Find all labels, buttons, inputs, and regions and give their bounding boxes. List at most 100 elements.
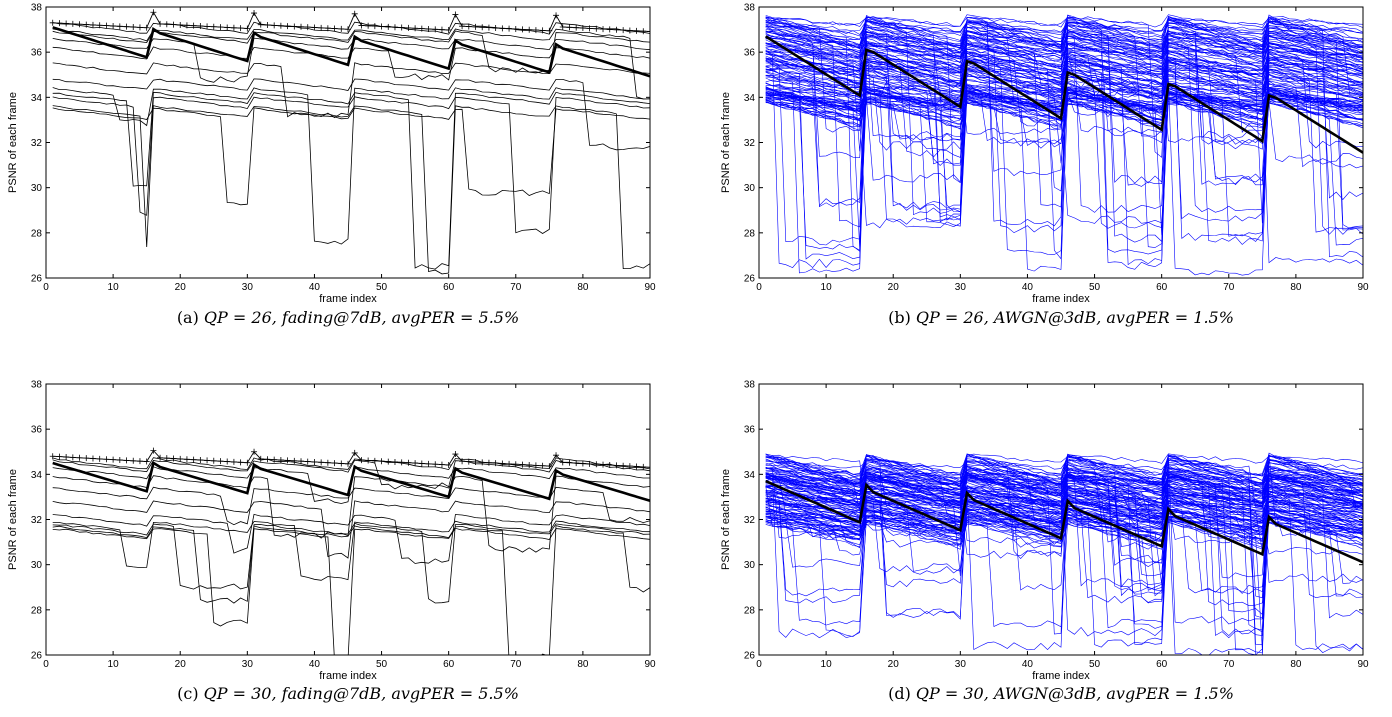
- upper-bound-marker: [626, 27, 633, 34]
- panel-caption: (a) QP = 26, fading@7dB, avgPER = 5.5%: [177, 308, 519, 327]
- upper-bound-marker: [116, 23, 123, 30]
- upper-bound-marker: [613, 462, 620, 469]
- x-axis-label: frame index: [319, 670, 377, 682]
- upper-bound-marker: [586, 460, 593, 467]
- y-tick-label: 34: [31, 93, 43, 104]
- series-line: [765, 511, 1363, 650]
- series-line: [765, 454, 1363, 477]
- x-tick-label: 10: [108, 282, 120, 293]
- y-tick-label: 36: [31, 425, 43, 436]
- upper-bound-marker: [506, 25, 513, 32]
- x-tick-label: 90: [644, 282, 656, 293]
- upper-bound-marker: [345, 460, 351, 467]
- upper-bound-marker: [559, 23, 566, 30]
- x-tick-label: 0: [43, 659, 49, 670]
- upper-bound-marker: [351, 10, 358, 17]
- upper-bound-marker: [298, 23, 305, 30]
- series-line: [765, 511, 1363, 568]
- series-line: [52, 525, 650, 655]
- upper-bound-marker: [277, 22, 284, 29]
- upper-bound-marker: [264, 456, 271, 463]
- series-line: [765, 476, 1363, 631]
- y-tick-label: 30: [744, 183, 756, 194]
- mean-line: [765, 479, 1363, 564]
- x-tick-label: 0: [43, 282, 49, 293]
- x-tick-label: 30: [955, 659, 967, 670]
- y-tick-label: 30: [31, 560, 43, 571]
- panel-b: 0 10 20 30 40 50 60 70 80 90 26 28 30 32 34 36 38 frame i…: [720, 3, 1369, 328]
- upper-bound-marker: [492, 24, 499, 31]
- upper-bound-marker: [291, 23, 298, 30]
- upper-bound-marker: [526, 461, 533, 468]
- upper-bound-marker: [163, 455, 170, 462]
- upper-bound-marker: [89, 21, 96, 28]
- upper-bound-marker: [244, 25, 251, 32]
- series-line: [52, 91, 650, 270]
- x-tick-label: 50: [376, 659, 388, 670]
- upper-bound-marker: [452, 451, 459, 458]
- caption-math: QP = 30, AWGN@3dB, avgPER = 1.5%: [916, 684, 1234, 703]
- caption-prefix: (b): [888, 308, 916, 327]
- plot-area: [49, 447, 650, 655]
- series-line: [765, 463, 1363, 635]
- upper-bound-marker: [130, 24, 137, 31]
- series-line: [52, 457, 650, 471]
- upper-bound-marker: [539, 462, 546, 469]
- upper-bound-marker: [150, 447, 157, 454]
- x-tick-label: 70: [510, 282, 522, 293]
- upper-bound-marker: [76, 454, 83, 461]
- y-tick-label: 26: [744, 651, 756, 662]
- upper-bound-marker: [519, 461, 526, 468]
- x-tick-label: 50: [376, 282, 388, 293]
- upper-bound-marker: [136, 24, 143, 31]
- x-tick-label: 30: [955, 282, 967, 293]
- series-line: [765, 461, 1363, 519]
- series-line: [52, 37, 650, 83]
- upper-bound-marker: [49, 19, 56, 26]
- upper-bound-marker: [526, 26, 533, 33]
- series-line: [765, 453, 1363, 534]
- x-axis-label: frame index: [1032, 293, 1090, 305]
- upper-bound-marker: [586, 25, 593, 32]
- upper-bound-marker: [237, 459, 244, 466]
- y-tick-label: 36: [744, 425, 756, 436]
- upper-bound-marker: [110, 456, 117, 463]
- upper-bound-marker: [391, 458, 398, 465]
- upper-bound-marker: [304, 458, 311, 465]
- upper-bound-marker: [553, 12, 560, 19]
- upper-bound-marker: [63, 20, 70, 27]
- y-tick-label: 32: [744, 515, 756, 526]
- upper-bound-marker: [472, 23, 479, 30]
- upper-bound-marker: [620, 27, 627, 34]
- upper-bound-marker: [459, 458, 466, 465]
- y-tick-label: 28: [744, 228, 756, 239]
- upper-bound-marker: [539, 27, 546, 34]
- upper-bound-marker: [271, 22, 278, 29]
- upper-bound-marker: [210, 457, 217, 464]
- upper-bound-marker: [398, 459, 405, 466]
- y-tick-label: 28: [31, 228, 43, 239]
- upper-bound-marker: [331, 25, 338, 32]
- upper-bound-marker: [251, 448, 258, 455]
- upper-bound-marker: [418, 25, 425, 32]
- upper-bound-marker: [371, 457, 378, 464]
- x-tick-label: 0: [756, 282, 762, 293]
- upper-bound-marker: [633, 463, 640, 470]
- upper-bound-marker: [633, 27, 640, 34]
- upper-bound-marker: [606, 26, 613, 33]
- y-tick-label: 28: [31, 605, 43, 616]
- upper-bound-marker: [418, 460, 425, 467]
- upper-bound-marker: [69, 20, 76, 27]
- series-line: [765, 31, 1363, 210]
- series-line: [765, 14, 1363, 28]
- upper-bound-marker: [472, 458, 479, 465]
- upper-bound-marker: [546, 463, 553, 470]
- x-tick-label: 70: [1223, 659, 1235, 670]
- plot-area: [765, 14, 1363, 276]
- upper-bound-marker: [204, 457, 211, 464]
- upper-bound-marker: [459, 23, 466, 30]
- upper-bound-marker: [110, 22, 117, 29]
- y-tick-label: 36: [31, 48, 43, 59]
- series-line: [765, 452, 1363, 620]
